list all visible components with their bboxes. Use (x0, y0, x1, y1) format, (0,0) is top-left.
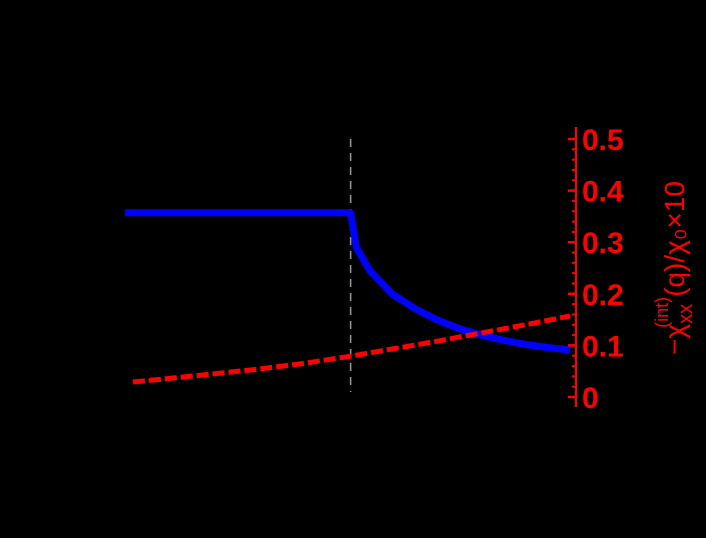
tick-label: 0 (582, 382, 599, 415)
tick-label: 0.3 (582, 227, 624, 260)
plot-area (125, 139, 571, 392)
series-red-dashed (132, 313, 571, 385)
series-blue-solid (125, 209, 571, 354)
tick-label: 0.1 (582, 330, 624, 363)
tick-label: 0.4 (582, 176, 624, 209)
tick-label: 0.5 (582, 124, 624, 157)
tick-label: 0.2 (582, 279, 624, 312)
right-y-axis-label: −χxx(int)(q)/χ₀×10 (652, 181, 697, 355)
right-y-axis: 0 0.1 0.2 0.3 0.4 0.5 (568, 124, 624, 415)
